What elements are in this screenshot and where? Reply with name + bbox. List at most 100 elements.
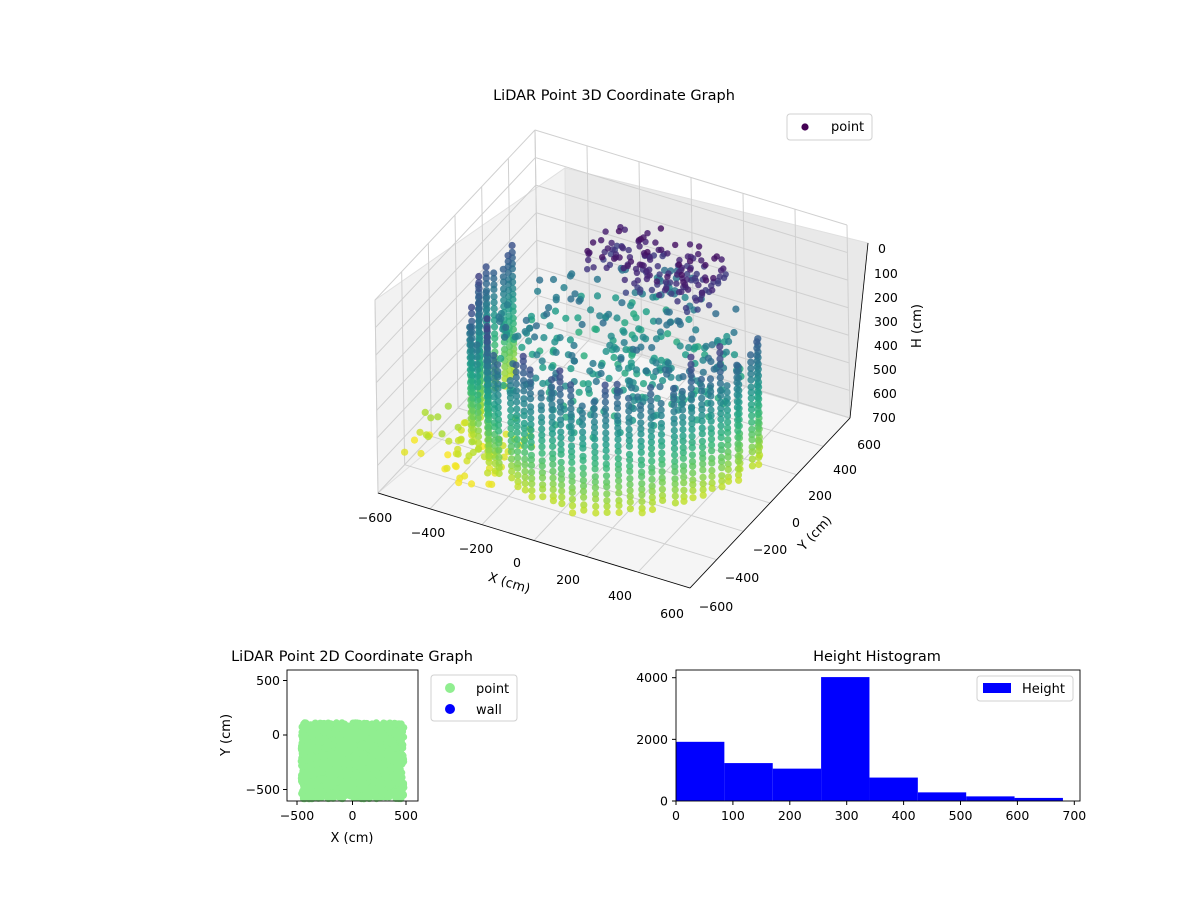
data-point [626,480,634,489]
data-point [574,314,582,322]
data-point [484,416,493,424]
data-point [483,357,492,365]
data-point [723,399,731,407]
data-point [678,400,687,408]
data-point [657,225,665,232]
data-point [507,413,515,421]
data-point [670,395,678,403]
data-point [638,509,646,517]
data-point [634,393,642,401]
data-point [680,479,688,487]
z-axis-label: H (cm) [910,304,925,348]
data-point [607,332,615,340]
data-point [468,303,476,311]
data-point [522,316,530,324]
data-point [734,445,742,453]
data-point [354,791,362,799]
data-point [688,408,696,416]
y-tick-label: −600 [699,599,733,614]
data-point [308,795,316,803]
data-point [636,243,643,250]
data-point [689,481,697,489]
data-point [718,256,725,263]
data-point [548,406,556,414]
data-point [748,431,756,439]
data-point [734,416,742,424]
data-point [656,271,663,278]
data-point [592,495,600,503]
data-point [579,434,587,442]
data-point [632,366,641,374]
data-point [417,449,425,458]
data-point [473,347,481,355]
histogram-y-ticks: 0 2000 4000 [636,670,676,809]
data-point [584,266,591,273]
data-point [670,401,678,409]
data-point [520,387,528,395]
data-point [494,367,502,375]
data-point [527,421,535,429]
data-point [637,430,645,438]
data-point [698,257,705,264]
z-tick-label: 400 [874,338,898,353]
data-point [302,743,310,751]
data-point [614,454,622,463]
data-point [379,765,387,773]
data-point [568,466,576,474]
data-point [298,770,306,779]
data-point [475,439,483,447]
data-point [548,394,556,402]
data-point [657,430,666,438]
data-point [654,263,661,270]
data-point [698,417,706,425]
data-point [320,753,328,761]
data-point [593,275,602,283]
data-point [716,374,724,382]
data-point [521,479,529,488]
data-point [637,419,645,427]
data-point [687,366,695,374]
z-tick-label: 600 [873,386,897,401]
data-point [705,302,713,309]
data-point [558,493,566,501]
data-point [639,380,648,388]
z-tick-label: 100 [874,266,898,281]
data-point [658,478,666,486]
legend-2d-point-marker [445,683,455,693]
data-point [579,444,587,452]
data-point [747,383,755,391]
data-point [370,789,379,797]
data-point [568,472,576,480]
data-point [514,483,522,491]
data-point [591,435,599,443]
data-point [483,315,491,323]
data-point [580,506,588,514]
data-point [591,454,599,462]
y-tick-label: −400 [725,570,759,585]
data-point [556,334,564,342]
data-point [625,407,633,415]
data-point [753,344,761,352]
data-point [538,437,546,445]
data-point [724,465,732,474]
data-point [655,317,663,325]
data-point [718,464,726,472]
data-point [499,273,507,281]
data-point [602,472,611,480]
data-point [519,357,527,365]
data-point [483,349,491,357]
data-point [649,293,657,301]
data-point [679,444,687,452]
y-axis-line [689,417,851,589]
data-point [637,425,645,433]
data-point [549,474,557,482]
data-point [548,430,557,438]
data-point [625,450,634,458]
data-point [567,381,575,389]
data-point [568,495,577,503]
data-point [532,322,541,330]
data-point [747,388,755,397]
data-point [627,302,635,310]
data-point [527,433,535,441]
data-point [494,373,502,381]
